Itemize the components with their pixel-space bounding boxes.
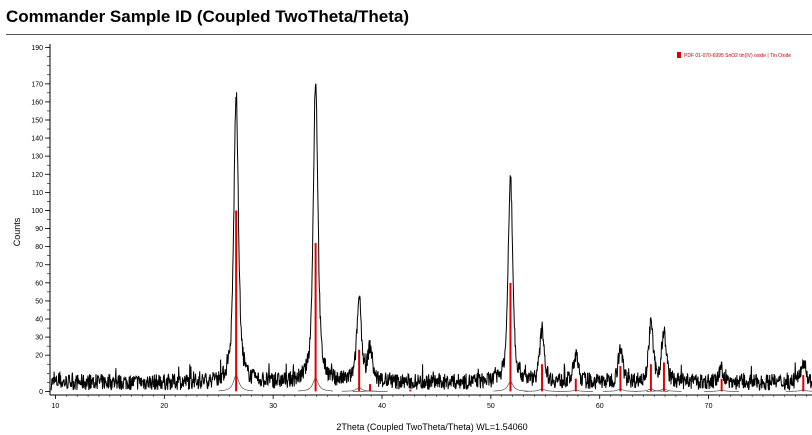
- y-tick-label: 170: [31, 81, 43, 88]
- x-tick-label: 60: [596, 403, 604, 410]
- x-axis-title: 2Theta (Coupled TwoTheta/Theta) WL=1.540…: [336, 422, 527, 432]
- y-axis-title: Counts: [12, 217, 22, 246]
- legend-swatch: [677, 52, 681, 58]
- x-tick-label: 40: [378, 403, 386, 410]
- y-tick-label: 110: [32, 190, 43, 197]
- x-tick-label: 70: [705, 403, 713, 410]
- chart-title: Commander Sample ID (Coupled TwoTheta/Th…: [6, 7, 409, 26]
- y-tick-label: 100: [31, 208, 43, 215]
- x-tick-label: 10: [52, 403, 60, 410]
- y-axis: 0 20 30 40 50 60 70 80 90 100 110 120 130 140 150 160 17…: [31, 44, 51, 396]
- x-tick-label: 30: [269, 403, 277, 410]
- legend: PDF 01-070-6995 SnO2 tin(IV) oxide | Tin…: [677, 52, 791, 59]
- y-tick-label: 80: [35, 244, 43, 251]
- y-tick-label: 0: [39, 389, 43, 396]
- y-tick-label: 20: [35, 353, 43, 360]
- y-tick-label: 40: [35, 317, 43, 324]
- measured-pattern-line: [50, 83, 812, 392]
- x-tick-label: 50: [487, 403, 495, 410]
- y-tick-label: 140: [31, 136, 43, 143]
- y-tick-label: 60: [35, 280, 43, 287]
- y-tick-label: 160: [31, 99, 43, 106]
- legend-label: PDF 01-070-6995 SnO2 tin(IV) oxide | Tin…: [684, 53, 791, 59]
- y-tick-label: 50: [35, 298, 43, 305]
- y-tick-label: 120: [31, 172, 43, 179]
- reference-sticks: [235, 210, 805, 392]
- y-tick-label: 90: [35, 226, 43, 233]
- y-tick-label: 30: [35, 335, 43, 342]
- title-divider: [6, 34, 812, 35]
- y-tick-label: 130: [31, 154, 43, 161]
- y-tick-label: 150: [31, 117, 43, 124]
- x-tick-label: 20: [160, 403, 168, 410]
- y-tick-label: 70: [35, 262, 43, 269]
- y-tick-label: 190: [31, 45, 43, 52]
- x-axis: 10 20 30 40 50 60 70: [50, 394, 812, 410]
